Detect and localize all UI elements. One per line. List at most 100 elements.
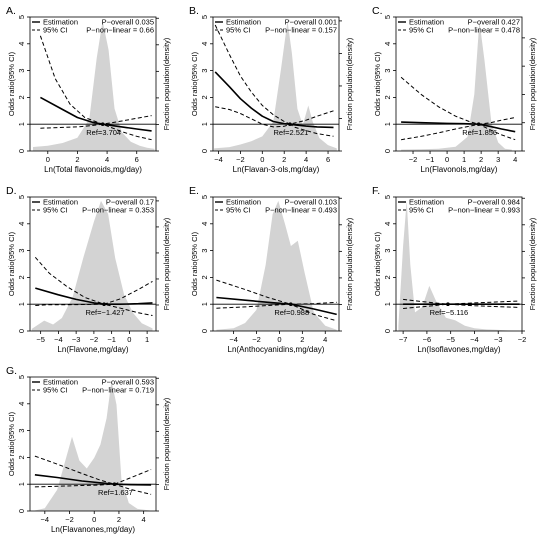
y-tick-label: 3 — [200, 69, 209, 73]
x-tick-label: −5 — [36, 335, 45, 344]
x-tick-label: 0 — [46, 155, 50, 164]
ci-upper-line — [403, 298, 520, 305]
p-nonlinear-text: P−non−linear = 0.993 — [448, 206, 520, 215]
estimation-line — [35, 287, 153, 305]
y-tick-label: 1 — [200, 122, 209, 126]
y-tick-label: 5 — [17, 15, 26, 19]
x-tick-label: 4 — [304, 155, 308, 164]
y-axis-label: Odds ratio(95% CI) — [7, 51, 16, 116]
ci-upper-line — [34, 256, 153, 305]
legend-estimation: Estimation — [43, 198, 78, 207]
y-tick-label: 5 — [383, 15, 392, 19]
ref-point — [112, 482, 117, 487]
chart-panel-1: 0 2 4 6 0 1 2 3 4 5 Ln(Total flavonoids,mg/day) Odd… — [6, 5, 171, 174]
panel-label: D. — [6, 185, 17, 197]
estimation-line — [214, 71, 334, 129]
panel-label: B. — [189, 5, 199, 17]
ci-upper-line — [400, 76, 516, 125]
p-overall-text: P−overall 0.035 — [102, 18, 154, 27]
legend-ci: 95% CI — [409, 206, 434, 215]
ci-lower-line — [35, 303, 153, 316]
density-area — [401, 20, 512, 152]
x-tick-label: −7 — [399, 335, 408, 344]
ci-upper-line — [216, 279, 337, 305]
y-tick-label: 3 — [383, 249, 392, 253]
x-tick-label: 6 — [326, 155, 330, 164]
y-tick-label: 3 — [383, 69, 392, 73]
x-tick-label: 4 — [105, 155, 109, 164]
y-tick-label: 0 — [200, 149, 209, 153]
ref-annotation: Ref=−5.116 — [430, 308, 469, 317]
y2-axis-label: Fraction population(density) — [162, 37, 171, 130]
x-axis-label: Ln(Flavan-3-ols,mg/day) — [233, 165, 320, 174]
y-tick-label: 0 — [17, 509, 26, 513]
y-tick-label: 5 — [17, 375, 26, 379]
legend-ci: 95% CI — [43, 26, 68, 35]
x-tick-label: −4 — [41, 515, 50, 524]
y-tick-label: 3 — [200, 249, 209, 253]
x-tick-label: 4 — [513, 155, 517, 164]
ref-point — [288, 302, 293, 307]
p-overall-text: P−overall 0.427 — [468, 18, 520, 27]
p-overall-text: P−overall 0.17 — [106, 198, 154, 207]
x-axis-label: Ln(Flavanones,mg/day) — [51, 525, 135, 534]
legend-estimation: Estimation — [43, 18, 78, 27]
chart-panel-4: −5 −4 −3 −2 −1 0 1 0 1 2 3 4 5 Ln(Flavone,mg/day) Odds… — [6, 185, 171, 354]
x-tick-label: 2 — [479, 155, 483, 164]
x-tick-label: 2 — [300, 335, 304, 344]
x-tick-label: −4 — [470, 335, 479, 344]
y-axis-label: Odds ratio(95% CI) — [190, 231, 199, 296]
ref-point — [476, 122, 481, 126]
ref-annotation: Ref=−1.427 — [85, 308, 124, 317]
y-tick-label: 0 — [383, 149, 392, 153]
plot-frame — [395, 196, 523, 332]
x-tick-label: 0 — [260, 155, 264, 164]
x-axis-label: Ln(Flavone,mg/day) — [57, 345, 128, 354]
p-nonlinear-text: P−non−linear = 0.157 — [265, 26, 337, 35]
x-tick-label: 0 — [277, 335, 281, 344]
ref-point — [288, 122, 292, 126]
ref-point — [100, 122, 105, 126]
y-tick-label: 1 — [17, 122, 26, 126]
estimation-line — [216, 296, 337, 316]
y-tick-label: 1 — [17, 302, 26, 306]
y-tick-label: 4 — [17, 42, 26, 46]
y-tick-label: 2 — [17, 275, 26, 279]
y-tick-label: 3 — [17, 249, 26, 253]
y-tick-label: 0 — [17, 329, 26, 333]
y-tick-label: 2 — [17, 455, 26, 459]
y-tick-label: 0 — [200, 329, 209, 333]
legend-ci: 95% CI — [409, 26, 434, 35]
x-tick-label: −2 — [252, 335, 261, 344]
panel-label: E. — [189, 185, 199, 197]
chart-panel-6: −7 −6 −5 −4 −3 −2 0 1 2 3 4 5 Ln(Isoflavones,mg/day)… — [372, 185, 537, 354]
y-tick-label: 5 — [17, 195, 26, 199]
x-tick-label: 6 — [135, 155, 139, 164]
estimation-line — [34, 474, 152, 486]
y-tick-label: 4 — [383, 222, 392, 226]
plot-frame — [212, 16, 340, 152]
y-tick-label: 1 — [200, 302, 209, 306]
ci-lower-line — [403, 303, 520, 309]
x-tick-label: 0 — [445, 155, 449, 164]
x-tick-label: 3 — [496, 155, 500, 164]
ref-annotation: Ref=2.521 — [274, 128, 309, 137]
y2-axis-label: Fraction population(density) — [528, 37, 537, 130]
p-nonlinear-text: P−non−linear = 0.66 — [86, 26, 154, 35]
x-tick-label: 2 — [282, 155, 286, 164]
plot-frame — [395, 16, 523, 152]
ref-annotation: Ref=3.704 — [86, 128, 121, 137]
legend-estimation: Estimation — [226, 18, 261, 27]
y-axis-label: Odds ratio(95% CI) — [7, 411, 16, 476]
y-tick-label: 3 — [17, 69, 26, 73]
legend-ci: 95% CI — [43, 206, 68, 215]
y-tick-label: 1 — [383, 302, 392, 306]
estimation-line — [401, 121, 516, 133]
y-tick-label: 1 — [17, 482, 26, 486]
legend-ci: 95% CI — [226, 206, 251, 215]
chart-panel-2: −4 −2 0 2 4 6 0 1 2 3 4 5 Ln(Flavan-3-ols,mg/day) Odd… — [189, 5, 354, 174]
x-tick-label: −4 — [214, 155, 223, 164]
p-nonlinear-text: P−non−linear = 0.478 — [448, 26, 520, 35]
panel-label: C. — [372, 5, 383, 17]
y-tick-label: 2 — [200, 95, 209, 99]
